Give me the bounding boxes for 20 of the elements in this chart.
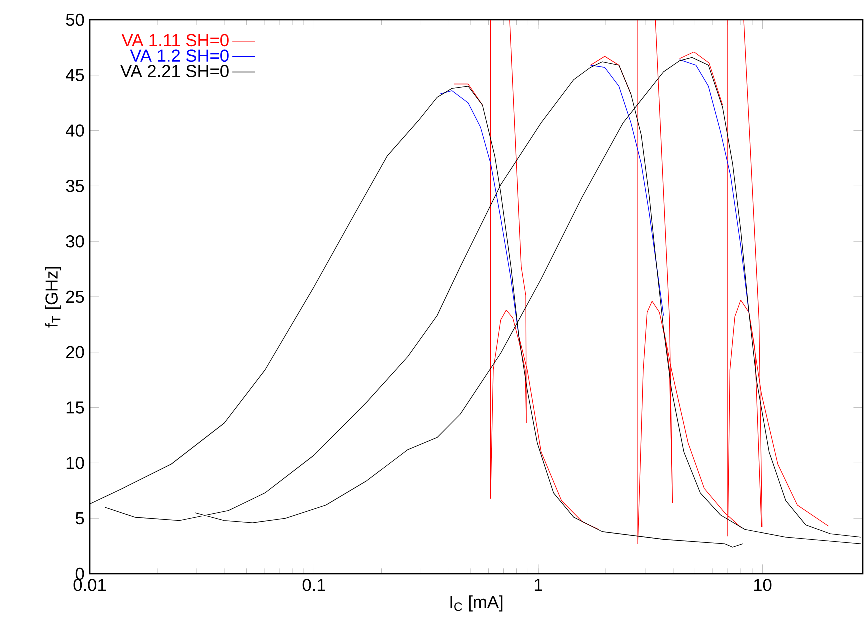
y-tick-label: 20 xyxy=(66,346,84,359)
x-tick-label: 0.01 xyxy=(74,579,106,592)
x-tick-label: 0.1 xyxy=(302,579,326,592)
y-tick-label: 0 xyxy=(76,568,84,580)
y-tick-label: 5 xyxy=(76,512,84,525)
y-tick-label: 45 xyxy=(66,69,84,82)
y-tick-label: 40 xyxy=(66,124,84,137)
y-axis-title: f$_{T}$ [GHz] xyxy=(45,267,62,328)
x-tick-label: 10 xyxy=(754,579,772,592)
legend-label: VA 2.21 SH=0 xyxy=(120,65,229,78)
x-axis-title: I$_{C}$ [mA] xyxy=(450,596,503,612)
legend-label: VA 1.11 SH=0 xyxy=(122,34,229,47)
y-tick-label: 35 xyxy=(66,180,84,192)
y-tick-label: 50 xyxy=(66,14,84,26)
y-tick-label: 25 xyxy=(66,290,84,304)
y-tick-label: 10 xyxy=(66,457,84,470)
y-tick-label: 15 xyxy=(66,402,84,414)
x-tick-label: 1 xyxy=(534,579,542,592)
y-tick-label: 30 xyxy=(66,235,84,248)
legend-label: VA 1.2 SH=0 xyxy=(130,50,229,62)
